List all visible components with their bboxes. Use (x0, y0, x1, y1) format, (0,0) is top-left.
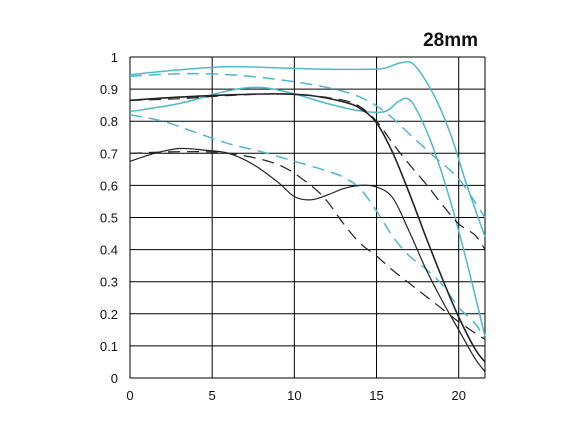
y-tick-label: 0.9 (100, 82, 118, 97)
series-line-1 (129, 60, 486, 238)
y-tick-label: 1 (111, 50, 118, 65)
grid (129, 56, 486, 379)
x-tick-label: 0 (126, 388, 133, 403)
y-tick-labels: 0 0.1 0.2 0.3 0.4 0.5 0.6 0.7 0.8 0.9 1 (100, 50, 118, 386)
y-tick-label: 0.2 (100, 307, 118, 322)
y-tick-label: 0.4 (100, 243, 118, 258)
series-line-8 (129, 151, 486, 340)
y-tick-label: 0.6 (100, 178, 118, 193)
y-tick-label: 0.1 (100, 339, 118, 354)
x-tick-label: 10 (287, 388, 301, 403)
chart-title: 28mm (423, 30, 478, 51)
series-line-6 (129, 93, 486, 250)
y-tick-label: 0.5 (100, 211, 118, 226)
series-lines (129, 60, 486, 372)
series-line-3 (129, 86, 486, 337)
y-tick-label: 0.7 (100, 146, 118, 161)
x-tick-labels: 0 5 10 15 20 (126, 388, 466, 403)
x-tick-label: 5 (209, 388, 216, 403)
series-line-5 (129, 93, 486, 363)
x-tick-label: 20 (451, 388, 465, 403)
y-tick-label: 0.8 (100, 114, 118, 129)
series-line-2 (129, 72, 486, 218)
x-tick-label: 15 (369, 388, 383, 403)
y-tick-label: 0 (111, 371, 118, 386)
series-line-7 (129, 147, 486, 372)
y-tick-label: 0.3 (100, 275, 118, 290)
